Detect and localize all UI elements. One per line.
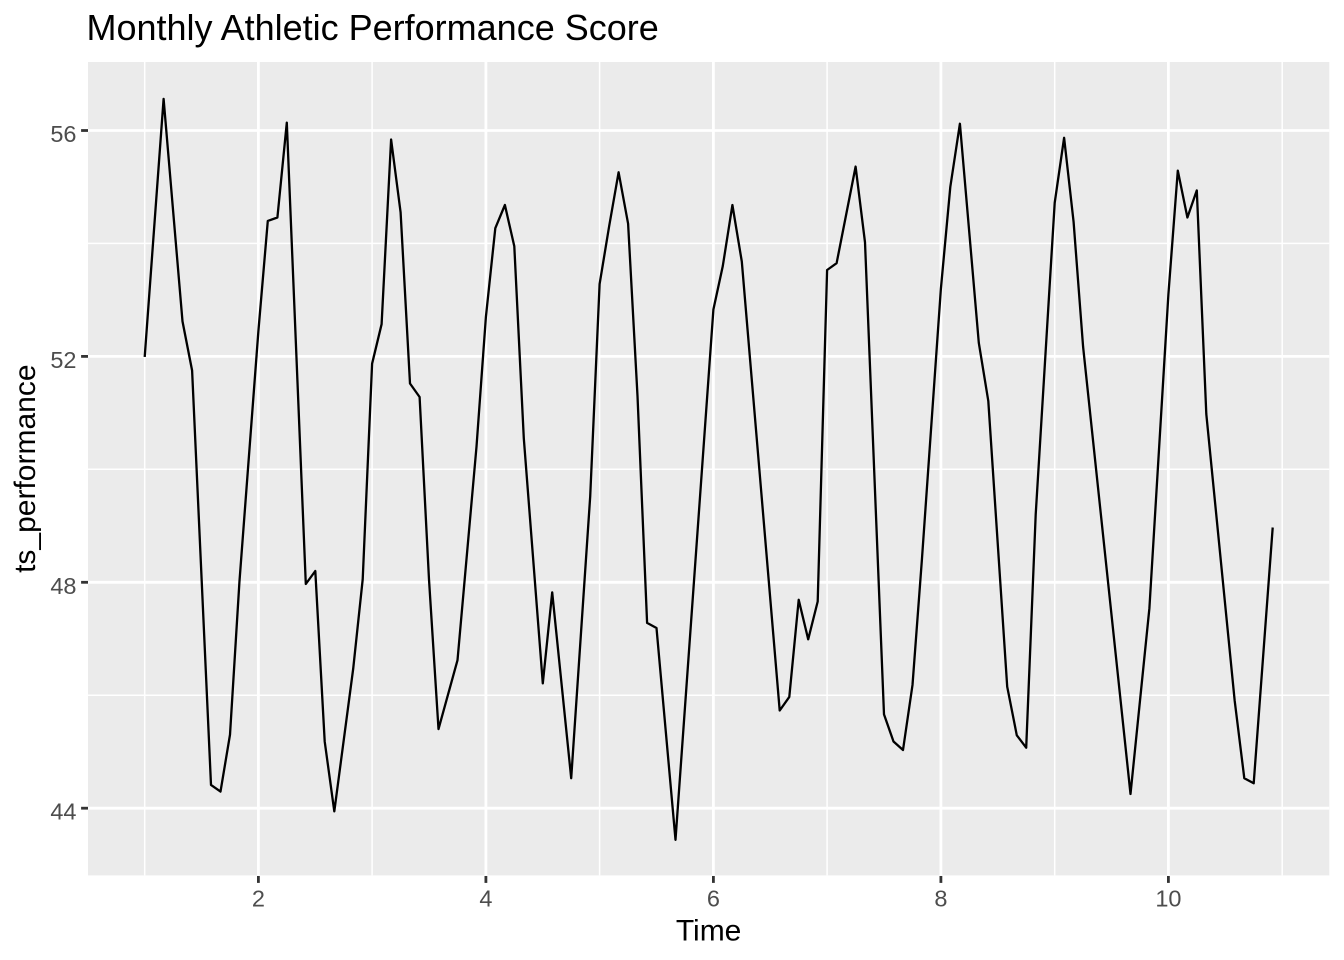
svg-text:56: 56: [50, 121, 76, 147]
svg-text:Monthly Athletic Performance S: Monthly Athletic Performance Score: [87, 7, 659, 48]
svg-text:52: 52: [50, 347, 76, 373]
svg-text:4: 4: [479, 886, 492, 912]
svg-text:44: 44: [50, 799, 76, 825]
svg-text:ts_performance: ts_performance: [9, 364, 42, 572]
svg-text:10: 10: [1155, 886, 1181, 912]
svg-text:8: 8: [934, 886, 947, 912]
svg-text:2: 2: [252, 886, 265, 912]
svg-text:48: 48: [50, 573, 76, 599]
svg-text:Time: Time: [676, 915, 742, 948]
svg-text:6: 6: [707, 886, 720, 912]
